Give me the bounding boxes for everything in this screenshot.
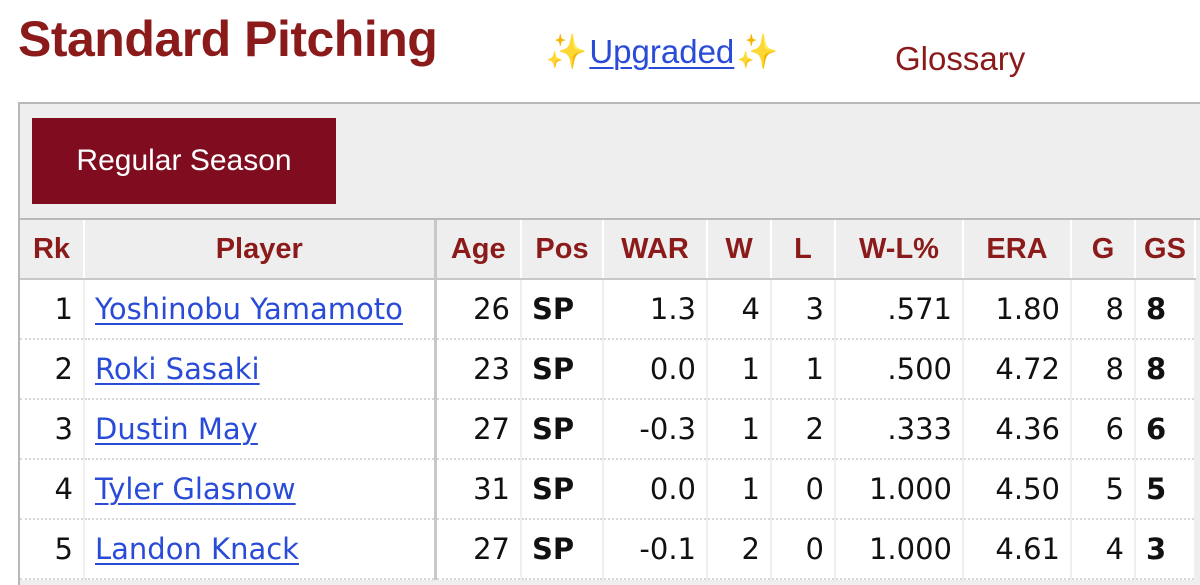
player-cell: Dustin May [84,399,437,460]
wl-pct-cell: .333 [835,399,964,460]
wins-cell: 2 [707,519,772,580]
war-cell: 0.0 [603,459,708,520]
age-cell: 27 [435,399,522,460]
player-link[interactable]: Yoshinobu Yamamoto [95,292,403,326]
age-cell: 26 [435,279,522,340]
column-header-player[interactable]: Player [84,220,437,280]
age-cell: 23 [435,339,522,400]
player-link[interactable]: Roki Sasaki [95,352,260,386]
wl-pct-cell: 1.000 [835,519,964,580]
player-cell: Tyler Glasnow [84,459,437,520]
age-cell: 31 [435,459,522,520]
pos-cell: SP [521,399,604,460]
wl-pct-cell: .500 [835,339,964,400]
games-cell: 8 [1071,279,1136,340]
losses-cell: 0 [771,459,836,520]
player-cell: Yoshinobu Yamamoto [84,279,437,340]
pos-cell: SP [521,279,604,340]
losses-cell: 1 [771,339,836,400]
wins-cell: 1 [707,459,772,520]
season-tab-bar: Regular Season [20,104,1200,220]
war-cell: -0.3 [603,399,708,460]
wl-pct-cell: 1.000 [835,459,964,520]
losses-cell: 2 [771,399,836,460]
games-started-cell: 8 [1135,279,1196,340]
rank-cell: 3 [20,399,85,460]
player-link[interactable]: Dustin May [95,412,258,446]
table-row: 3 Dustin May 27 SP -0.3 1 2 .333 4.36 6 … [20,399,1196,460]
upgraded-link[interactable]: Upgraded [589,33,735,70]
games-cell: 5 [1071,459,1136,520]
column-header-g[interactable]: G [1071,220,1136,280]
wins-cell: 4 [707,279,772,340]
wl-pct-cell: .571 [835,279,964,340]
upgraded-promo: ✨ Upgraded ✨ [545,32,779,72]
table-header-row: Rk Player Age Pos WAR W L W-L% ERA G GS [20,220,1196,280]
pos-cell: SP [521,459,604,520]
pos-cell: SP [521,519,604,580]
table-row: 2 Roki Sasaki 23 SP 0.0 1 1 .500 4.72 8 … [20,339,1196,400]
war-cell: 1.3 [603,279,708,340]
column-header-war[interactable]: WAR [603,220,708,280]
standard-pitching-table: Rk Player Age Pos WAR W L W-L% ERA G GS … [20,220,1196,580]
column-header-w[interactable]: W [707,220,772,280]
war-cell: -0.1 [603,519,708,580]
rank-cell: 2 [20,339,85,400]
war-cell: 0.0 [603,339,708,400]
games-started-cell: 3 [1135,519,1196,580]
games-started-cell: 8 [1135,339,1196,400]
era-cell: 4.50 [963,459,1072,520]
rank-cell: 5 [20,519,85,580]
column-header-rk[interactable]: Rk [20,220,85,280]
pos-cell: SP [521,339,604,400]
wins-cell: 1 [707,399,772,460]
regular-season-tab[interactable]: Regular Season [32,118,336,204]
games-started-cell: 5 [1135,459,1196,520]
games-started-cell: 6 [1135,399,1196,460]
column-header-pos[interactable]: Pos [521,220,604,280]
wins-cell: 1 [707,339,772,400]
era-cell: 4.61 [963,519,1072,580]
table-row: 1 Yoshinobu Yamamoto 26 SP 1.3 4 3 .571 … [20,279,1196,340]
page-title: Standard Pitching [18,11,438,67]
rank-cell: 4 [20,459,85,520]
sparkles-icon: ✨ [736,32,779,72]
column-header-age[interactable]: Age [435,220,522,280]
table-row: 4 Tyler Glasnow 31 SP 0.0 1 0 1.000 4.50… [20,459,1196,520]
losses-cell: 3 [771,279,836,340]
column-header-era[interactable]: ERA [963,220,1072,280]
player-cell: Roki Sasaki [84,339,437,400]
glossary-link[interactable]: Glossary [895,40,1026,77]
table-row: 5 Landon Knack 27 SP -0.1 2 0 1.000 4.61… [20,519,1196,580]
column-header-wl-pct[interactable]: W-L% [835,220,964,280]
era-cell: 1.80 [963,279,1072,340]
games-cell: 4 [1071,519,1136,580]
losses-cell: 0 [771,519,836,580]
rank-cell: 1 [20,279,85,340]
player-link[interactable]: Landon Knack [95,532,299,566]
era-cell: 4.36 [963,399,1072,460]
era-cell: 4.72 [963,339,1072,400]
games-cell: 8 [1071,339,1136,400]
sparkles-icon: ✨ [545,32,588,72]
column-header-l[interactable]: L [771,220,836,280]
age-cell: 27 [435,519,522,580]
player-cell: Landon Knack [84,519,437,580]
games-cell: 6 [1071,399,1136,460]
player-link[interactable]: Tyler Glasnow [95,472,296,506]
stats-table-panel: Regular Season Rk Player Age Pos WAR W [18,102,1200,585]
column-header-gs[interactable]: GS [1135,220,1196,280]
